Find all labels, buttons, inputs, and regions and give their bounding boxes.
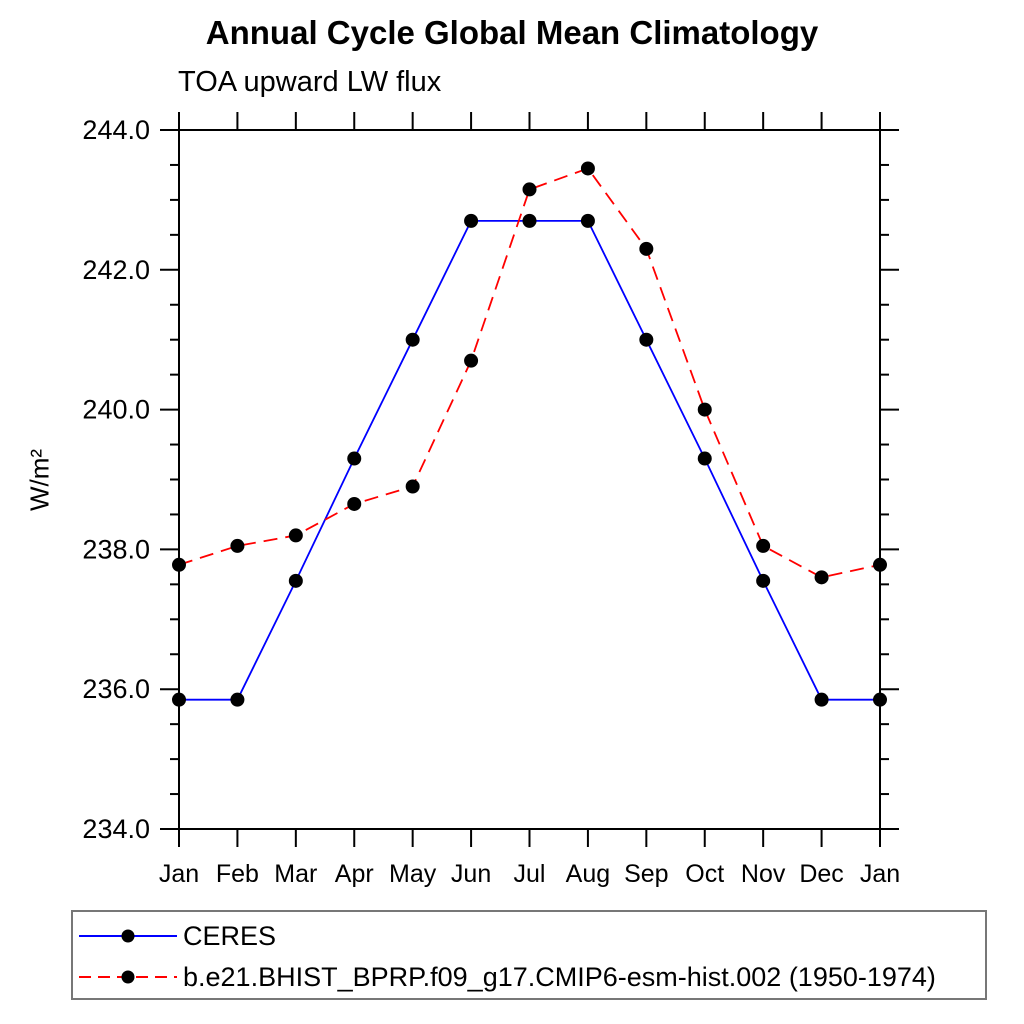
x-axis-tick-label: May (389, 860, 437, 888)
data-point-marker-ceres (639, 332, 654, 347)
ceres-sample-marker (121, 929, 135, 943)
x-axis-tick-label: Jan (860, 860, 900, 888)
model-sample-marker (121, 970, 135, 984)
data-point-marker-model (756, 538, 771, 553)
data-point-marker-ceres (873, 692, 887, 707)
data-point-marker-model (405, 479, 420, 494)
data-point-marker-ceres (522, 213, 537, 228)
x-axis-tick-label: Oct (685, 860, 724, 888)
data-point-marker-model (814, 570, 829, 585)
x-axis-tick-label: Sep (624, 860, 668, 888)
data-point-marker-model (873, 557, 887, 572)
y-axis-tick-label: 242.0 (82, 255, 150, 285)
y-axis-tick-label: 238.0 (82, 534, 150, 564)
x-axis-tick-label: Aug (566, 860, 610, 888)
data-point-marker-ceres (697, 451, 712, 466)
data-point-marker-ceres (756, 573, 771, 588)
data-point-marker-model (580, 161, 595, 176)
y-axis-tick-label: 244.0 (82, 115, 150, 145)
data-point-marker-model (230, 538, 245, 553)
x-axis-tick-label: Jun (451, 860, 491, 888)
x-axis-tick-label: Apr (335, 860, 374, 888)
model-line-sample (79, 970, 177, 984)
series-line-model (178, 167, 881, 579)
data-point-marker-ceres (347, 451, 362, 466)
data-point-marker-ceres (405, 332, 420, 347)
data-point-marker-ceres (288, 573, 303, 588)
x-axis-tick-label: Jul (514, 860, 546, 888)
data-point-marker-ceres (464, 213, 479, 228)
data-point-marker-ceres (814, 692, 829, 707)
x-axis-tick-label: Mar (274, 860, 317, 888)
x-axis-tick-label: Feb (216, 860, 259, 888)
x-axis-tick-label: Jan (159, 860, 199, 888)
data-point-marker-model (697, 402, 712, 417)
y-axis-tick-label: 236.0 (82, 674, 150, 704)
data-point-marker-model (464, 353, 479, 368)
data-point-marker-model (172, 557, 186, 572)
data-point-marker-model (522, 182, 537, 197)
data-point-marker-ceres (230, 692, 245, 707)
y-axis-tick-label: 240.0 (82, 395, 150, 425)
legend-item-ceres: CERES (78, 916, 276, 956)
data-point-marker-model (347, 496, 362, 511)
x-axis-tick-label: Dec (799, 860, 843, 888)
x-axis-tick-label: Nov (741, 860, 786, 888)
chart-title: Annual Cycle Global Mean Climatology (205, 14, 819, 51)
legend: CERES b.e21.BHIST_BPRP.f09_g17.CMIP6-esm… (71, 910, 987, 1000)
chart-subtitle: TOA upward LW flux (178, 66, 442, 98)
data-point-marker-model (639, 241, 654, 256)
legend-label-model: b.e21.BHIST_BPRP.f09_g17.CMIP6-esm-hist.… (183, 961, 936, 992)
legend-label-ceres: CERES (183, 920, 277, 951)
data-point-marker-ceres (580, 213, 595, 228)
ceres-line-sample (79, 929, 177, 943)
y-axis-tick-label: 234.0 (82, 814, 150, 844)
data-point-marker-ceres (172, 692, 186, 707)
plot-frame (178, 129, 881, 830)
series-line-ceres (179, 219, 880, 701)
legend-item-model: b.e21.BHIST_BPRP.f09_g17.CMIP6-esm-hist.… (78, 957, 936, 997)
data-point-marker-model (288, 528, 303, 543)
